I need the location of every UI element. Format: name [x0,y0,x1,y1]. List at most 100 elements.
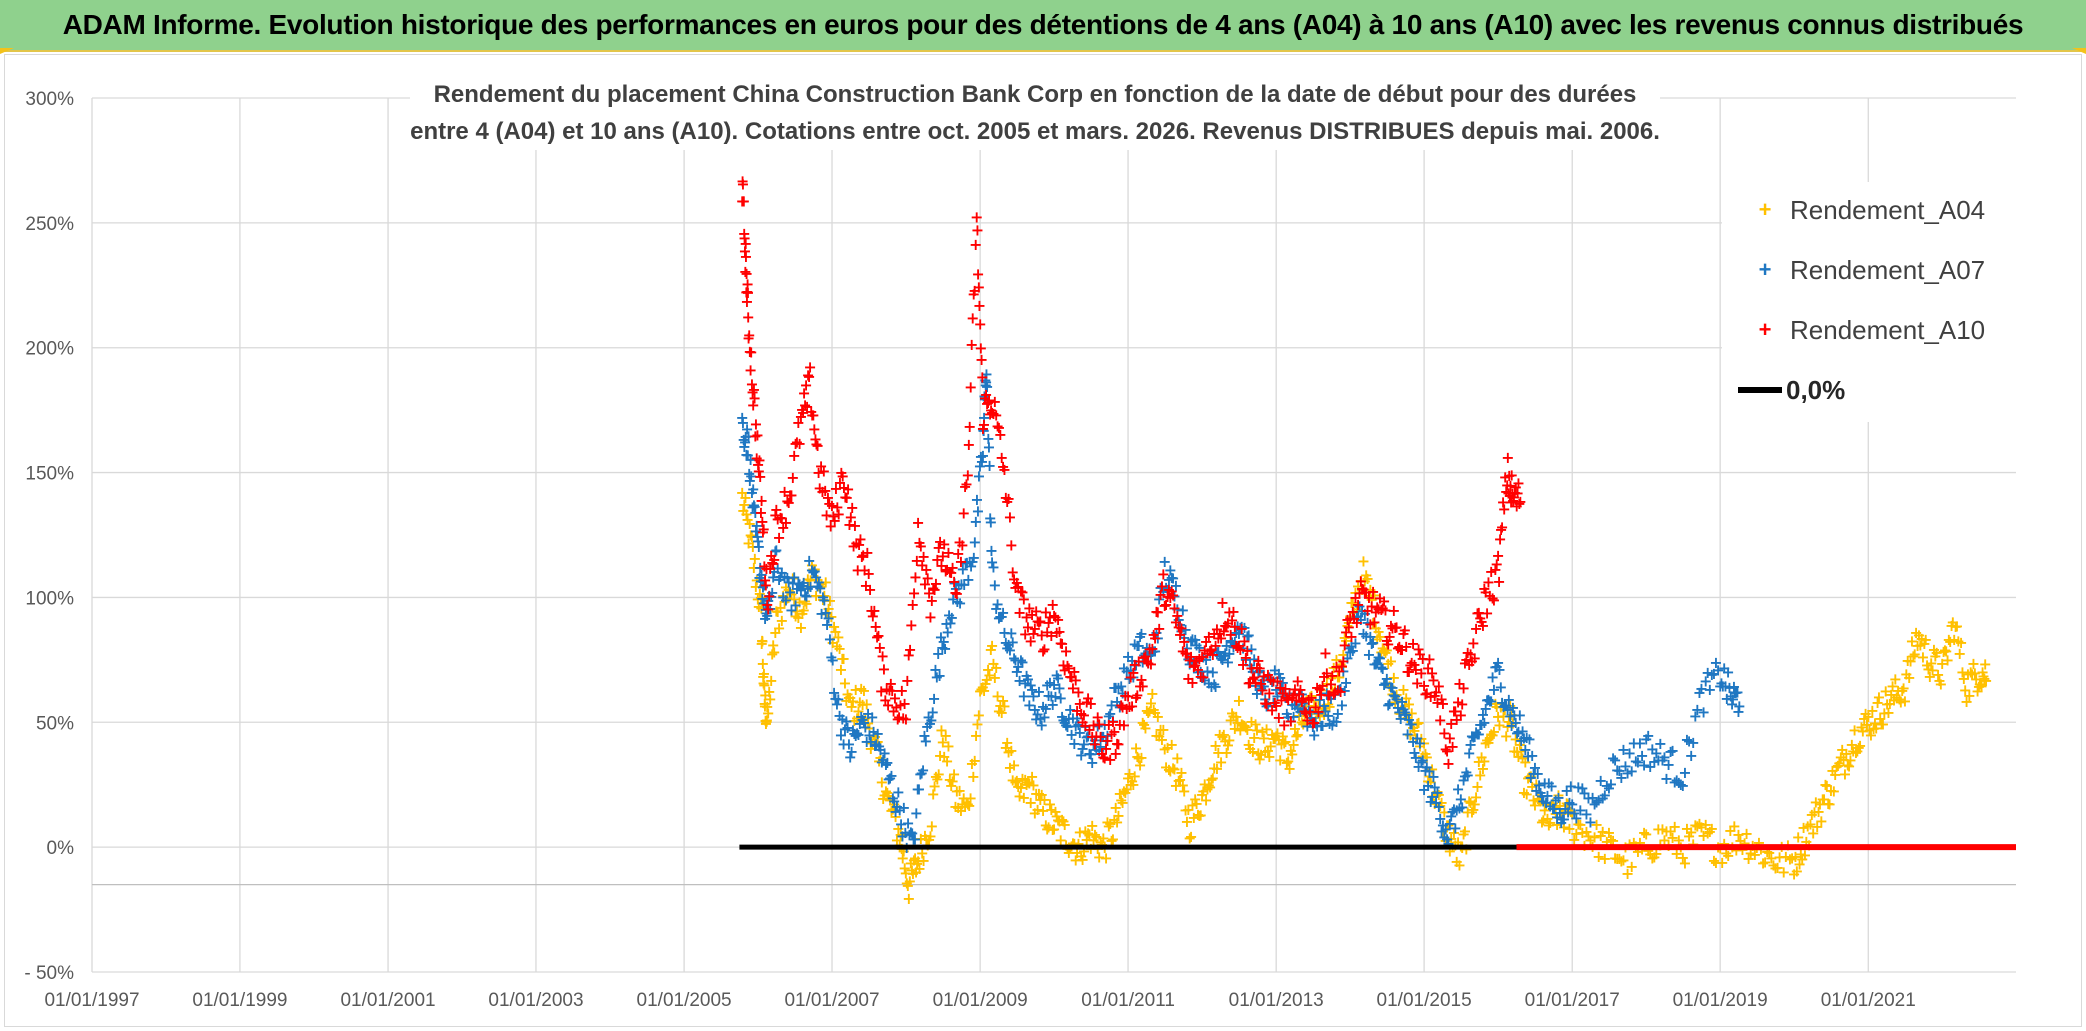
data-point: + [878,786,891,805]
data-point: + [1057,812,1070,831]
data-point: + [1027,775,1040,794]
data-point: + [976,367,989,386]
data-point: + [748,388,761,407]
data-point: + [1492,572,1505,591]
data-point: + [983,666,996,685]
data-point: + [1017,788,1030,807]
x-tick-label: 01/01/2015 [1377,990,1472,1011]
data-point: + [739,247,752,266]
data-point: + [751,589,764,608]
data-point: + [910,854,923,873]
data-point: + [756,654,769,673]
data-point: + [924,826,937,845]
data-point: + [1180,812,1193,831]
data-point: + [972,706,985,725]
data-point: + [881,783,894,802]
data-point: + [841,480,854,499]
data-point: + [1164,761,1177,780]
data-point: + [809,586,822,605]
data-point: + [1176,775,1189,794]
data-point: + [811,436,824,455]
data-point: + [1197,668,1210,687]
data-point: + [1006,770,1019,789]
data-point: + [985,636,998,655]
data-point: + [746,537,759,556]
data-point: + [1005,741,1018,760]
data-point: + [1143,701,1156,720]
data-point: + [747,558,760,577]
data-point: + [1053,812,1066,831]
data-point: + [1102,817,1115,836]
data-point: + [1081,824,1094,843]
data-point: + [740,504,753,523]
data-point: + [988,575,1001,594]
data-point: + [938,639,951,658]
data-point: + [1042,817,1055,836]
data-point: + [1135,748,1148,767]
data-point: + [1032,784,1045,803]
data-point: + [857,681,870,700]
data-point: + [752,597,765,616]
data-point: + [743,514,756,533]
x-tick-label: 01/01/1999 [192,990,287,1011]
data-point: + [911,513,924,532]
data-point: + [760,711,773,730]
data-point: + [1009,772,1022,791]
data-point: + [822,609,835,628]
data-point: + [785,486,798,505]
data-point: + [998,460,1011,479]
data-point: + [1512,473,1525,492]
data-point: + [995,703,1008,722]
data-point: + [808,559,821,578]
data-point: + [744,526,757,545]
data-point: + [781,589,794,608]
data-point: + [917,851,930,870]
x-tick-label: 01/01/2019 [1673,990,1768,1011]
data-point: + [819,573,832,592]
data-point: + [1079,821,1092,840]
data-point: + [994,425,1007,444]
data-point: + [1154,720,1167,739]
series-rendement-a04: ++++++++++++++++++++++++++++++++++++++++… [736,483,1993,908]
data-point: + [796,604,809,623]
data-point: + [1110,812,1123,831]
data-point: + [1678,763,1691,782]
data-point: + [882,786,895,805]
data-point: + [1172,771,1185,790]
data-point: + [779,513,792,532]
data-point: + [998,697,1011,716]
data-point: + [842,688,855,707]
data-point: + [999,738,1012,757]
data-point: + [1119,783,1132,802]
axis-labels: 300% 250% 200% 150% 100% 50% 0% - 50% 01/01/1997… [24,89,1915,1011]
data-point: + [1461,766,1474,785]
data-point: + [816,590,829,609]
data-point: + [833,639,846,658]
data-point: + [939,726,952,745]
data-point: + [896,849,909,868]
data-point: + [908,848,921,867]
data-point: + [758,675,771,694]
data-point: + [977,681,990,700]
legend-label-a04: Rendement_A04 [1790,194,1986,225]
x-tick-label: 01/01/2005 [637,990,732,1011]
data-point: + [870,734,883,753]
data-point: + [823,591,836,610]
data-point: + [1491,546,1504,565]
data-point: + [1199,790,1212,809]
data-point: + [1487,590,1500,609]
data-point: + [1195,785,1208,804]
data-point: + [751,425,764,444]
data-point: + [1902,668,1915,687]
data-point: + [1446,737,1459,756]
data-point: + [1201,779,1214,798]
data-point: + [922,830,935,849]
data-point: + [987,558,1000,577]
data-point: + [856,695,869,714]
data-point: + [1209,677,1222,696]
data-point: + [1666,741,1679,760]
data-point: + [1049,802,1062,821]
data-point: + [1133,756,1146,775]
data-point: + [905,615,918,634]
data-point: + [1083,825,1096,844]
